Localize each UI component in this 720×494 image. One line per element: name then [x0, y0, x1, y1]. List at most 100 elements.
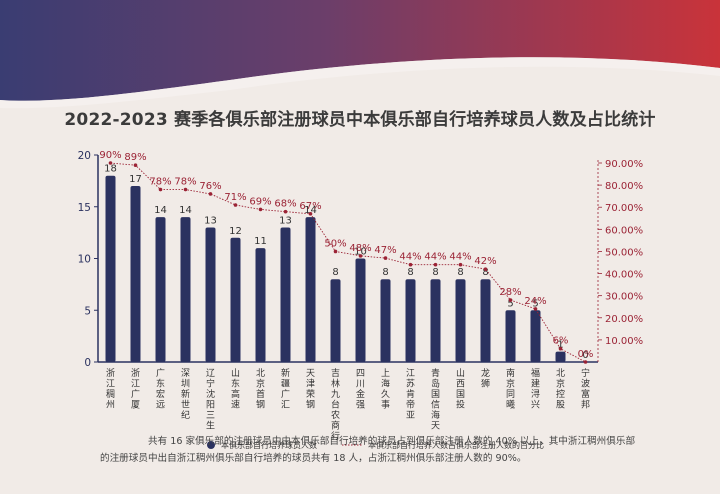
line-point [183, 187, 188, 192]
line-point [508, 298, 513, 302]
bar [355, 258, 366, 362]
bar-value-label: 12 [229, 226, 242, 237]
line-point [458, 262, 463, 267]
right-tick-label: 90.00% [605, 159, 643, 170]
line-value-label: 50% [324, 238, 346, 249]
bar [430, 279, 441, 362]
bar [130, 186, 141, 362]
legend-bar-marker [207, 441, 215, 449]
line-point [108, 161, 113, 165]
bar-value-label: 18 [104, 164, 117, 175]
line-value-label: 44% [424, 252, 446, 263]
bar [255, 248, 266, 362]
line-value-label: 89% [124, 152, 146, 163]
line-value-label: 90% [99, 150, 121, 161]
line-point [408, 262, 413, 267]
header-banner [0, 0, 720, 109]
category-label: 四川金强 [356, 369, 365, 411]
bar [480, 279, 491, 362]
bar [505, 310, 516, 362]
line-point [358, 254, 363, 258]
category-label: 北京控股 [556, 368, 565, 411]
bar-value-label: 1 [557, 340, 563, 351]
bar [455, 279, 466, 362]
bar-value-label: 13 [279, 215, 292, 226]
line-point [333, 249, 338, 254]
bar [405, 279, 416, 362]
category-label: 浙江稠州 [106, 367, 115, 411]
category-label: 江苏肯帝亚 [406, 368, 415, 421]
chart-legend: 本俱乐部自行培养球员人数 本俱乐部自行培养人数占俱乐部注册人数的百分比 [207, 440, 544, 450]
line-path [110, 162, 586, 363]
line-point [483, 267, 488, 271]
line-point [283, 209, 288, 214]
bar-value-label: 14 [179, 205, 192, 216]
bar [330, 279, 341, 362]
line-value-label: 47% [374, 245, 396, 256]
line-point [133, 163, 138, 168]
category-label: 宁波富邦 [581, 367, 590, 411]
bar [305, 217, 316, 362]
right-tick-label: 50.00% [605, 247, 643, 258]
legend-line-label: 本俱乐部自行培养人数占俱乐部注册人数的百分比 [368, 440, 544, 450]
line-value-label: 48% [349, 243, 371, 254]
category-label: 广东宏远 [156, 367, 165, 411]
bar-value-label: 8 [407, 267, 413, 278]
bar-value-label: 5 [532, 298, 538, 309]
category-label: 南京同曦 [506, 367, 515, 411]
category-label: 山东高速 [231, 368, 240, 411]
right-tick-label: 80.00% [605, 181, 643, 192]
bar-value-label: 14 [154, 205, 167, 216]
left-tick-label: 15 [78, 202, 91, 214]
category-label: 深圳新世纪 [181, 368, 190, 421]
right-tick-label: 10.00% [605, 336, 643, 347]
bar-value-label: 0 [582, 350, 588, 361]
line-point [433, 262, 438, 267]
bar-value-label: 8 [432, 267, 438, 278]
line-point [583, 360, 588, 364]
page-title: 2022-2023 赛季各俱乐部注册球员中本俱乐部自行培养球员人数及占比统计 [64, 110, 656, 130]
line-point [233, 203, 238, 207]
right-tick-label: 40.00% [605, 270, 643, 281]
category-label: 上海久事 [381, 368, 390, 411]
category-label: 浙江广厦 [131, 367, 140, 411]
right-tick-label: 30.00% [605, 292, 643, 303]
left-tick-label: 5 [84, 305, 91, 317]
category-label: 新疆广汇 [281, 367, 290, 411]
footnote-text: 共有 16 家俱乐部的注册球员中由本俱乐部自行培养的球员占到俱乐部注册人数的 4… [100, 436, 636, 464]
left-tick-label: 0 [84, 357, 91, 369]
line-point [383, 256, 388, 260]
line-value-label: 24% [524, 296, 546, 307]
bar-value-label: 8 [457, 267, 463, 278]
bar [230, 237, 241, 362]
bar-value-label: 5 [507, 298, 513, 309]
line-point [558, 346, 563, 351]
line-value-label: 69% [249, 196, 271, 207]
line-value-label: 28% [499, 287, 521, 298]
bar-value-label: 17 [129, 174, 142, 185]
legend-bar-label: 本俱乐部自行培养球员人数 [221, 440, 317, 450]
category-label: 天津荣钢 [306, 369, 315, 411]
bar [380, 279, 391, 362]
line-point [208, 192, 213, 196]
line-value-label: 71% [224, 192, 246, 203]
line-value-label: 44% [399, 252, 421, 263]
line-value-label: 76% [199, 181, 221, 192]
category-labels: 浙江稠州 浙江广厦 广东宏远 深圳新世纪 辽宁沈阳三生 山东高速 北京首钢 新疆广汇 天津荣钢 吉… [106, 367, 590, 442]
line-point [258, 207, 263, 212]
line-series: 90% 89%78% 78% 76%71% 69% 68% 67%50% 48% 47%44% 4… [99, 150, 593, 364]
category-label: 辽宁沈阳三生 [206, 368, 215, 432]
category-label: 龙狮 [481, 367, 490, 390]
category-label: 山西国投 [456, 368, 465, 411]
bar-value-label: 8 [382, 267, 388, 278]
bar-value-label: 14 [304, 205, 317, 216]
bar [555, 351, 566, 362]
bar [280, 227, 291, 362]
line-value-label: 78% [149, 177, 171, 188]
bar-value-label: 10 [354, 247, 367, 258]
bar [530, 310, 541, 362]
bar [105, 175, 116, 362]
category-label: 福建浔兴 [531, 367, 540, 411]
